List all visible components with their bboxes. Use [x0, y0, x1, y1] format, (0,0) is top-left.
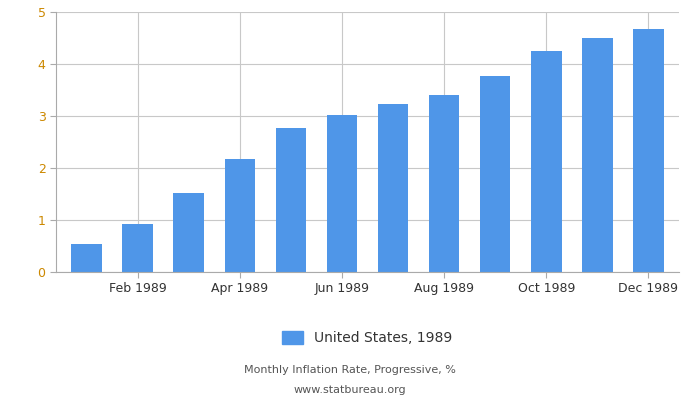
Bar — [71, 244, 102, 272]
Bar — [174, 194, 204, 272]
Bar — [582, 38, 612, 272]
Bar — [122, 224, 153, 272]
Legend: United States, 1989: United States, 1989 — [276, 326, 458, 351]
Text: Monthly Inflation Rate, Progressive, %: Monthly Inflation Rate, Progressive, % — [244, 365, 456, 375]
Bar — [429, 95, 459, 272]
Text: www.statbureau.org: www.statbureau.org — [294, 385, 406, 395]
Bar — [378, 104, 408, 272]
Bar — [531, 51, 561, 272]
Bar — [480, 76, 510, 272]
Bar — [276, 128, 306, 272]
Bar — [327, 115, 357, 272]
Bar — [225, 159, 256, 272]
Bar — [633, 29, 664, 272]
